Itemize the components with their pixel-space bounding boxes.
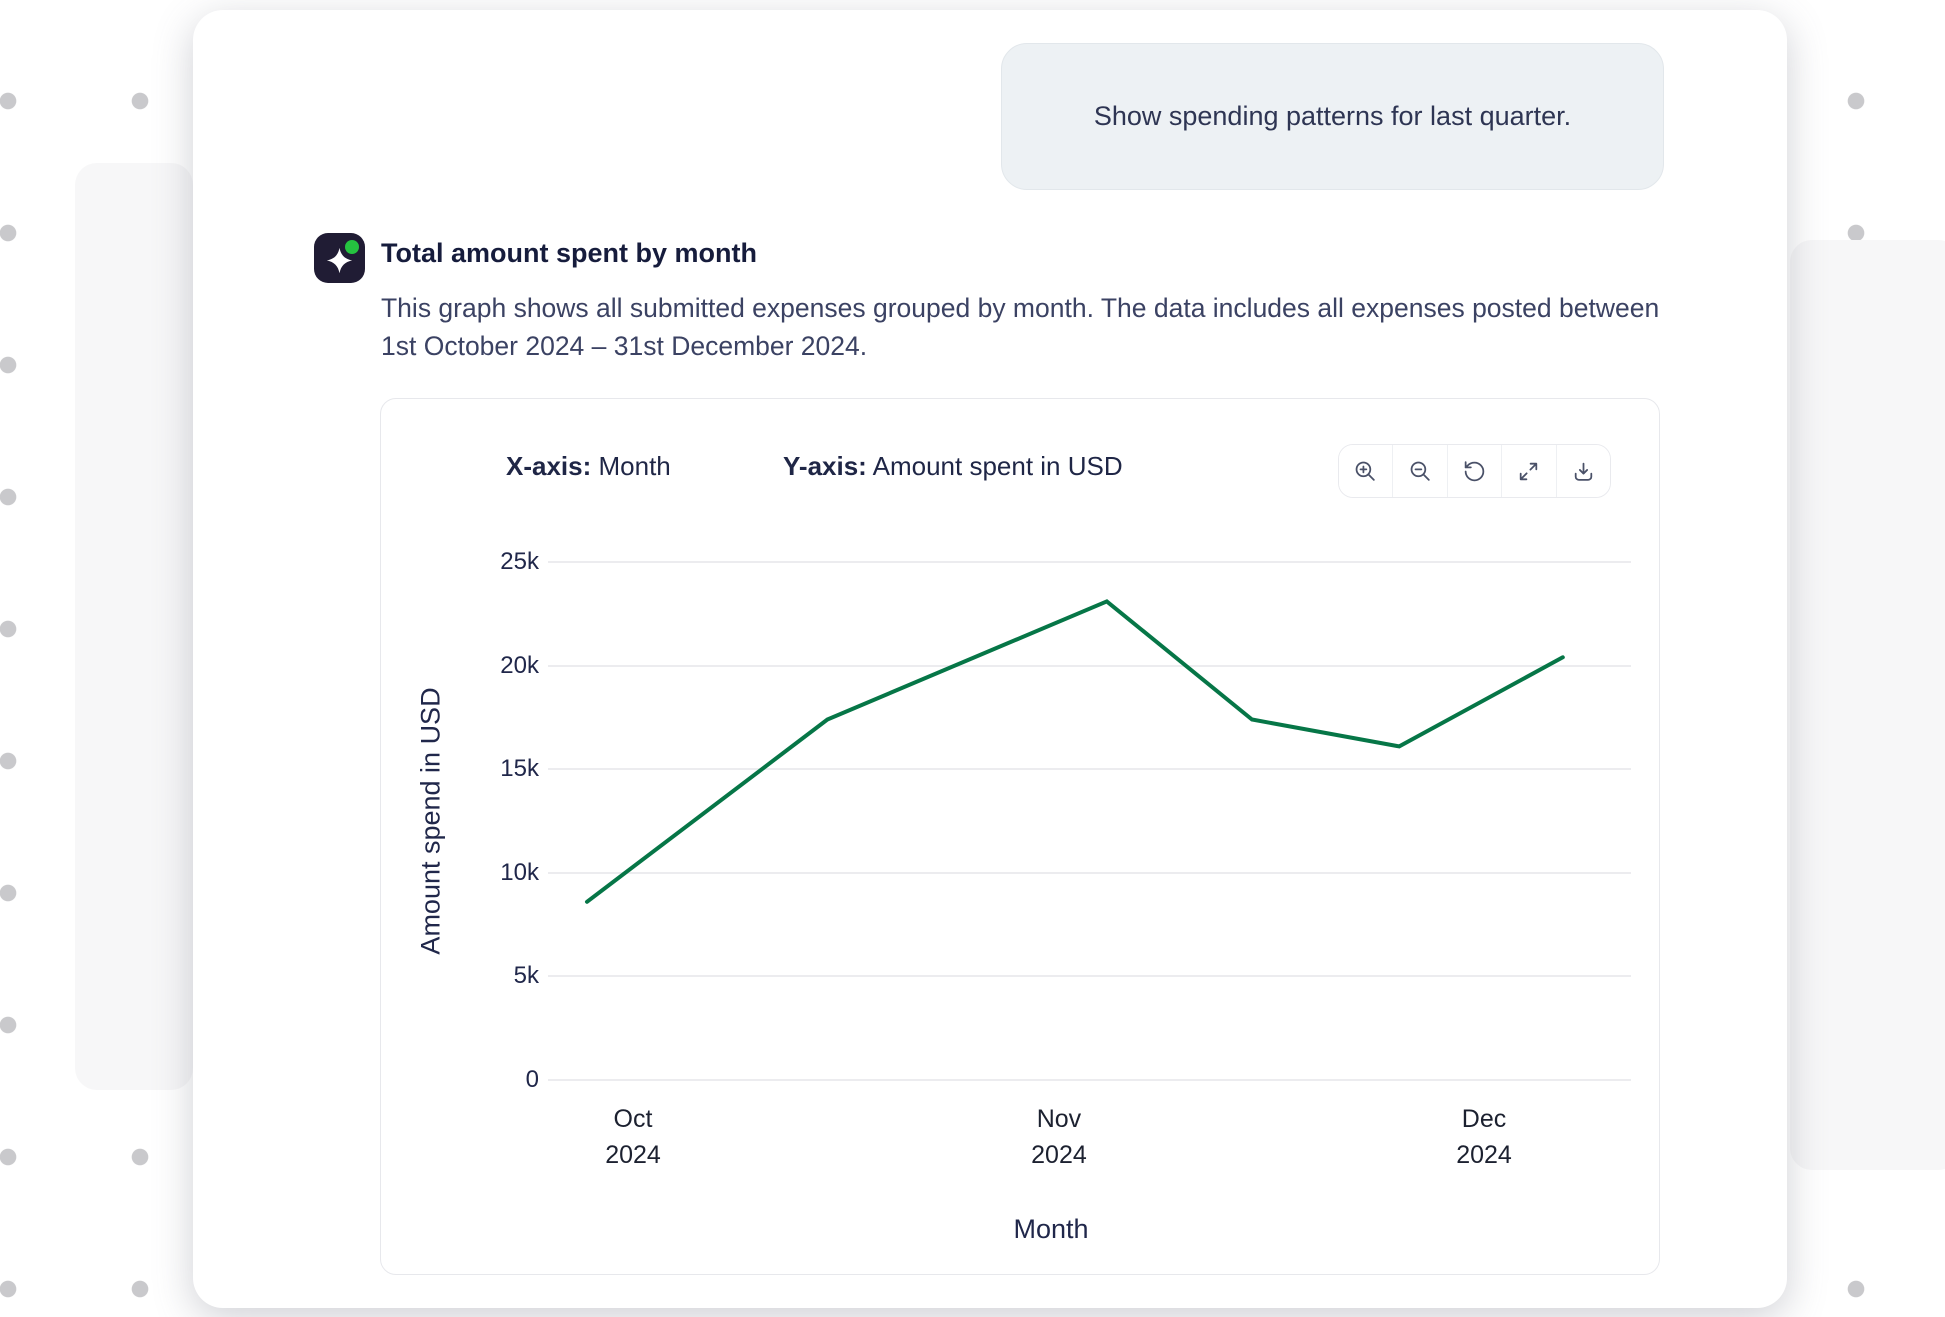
x-tick-label: Oct 2024 xyxy=(605,1105,661,1169)
y-axis-header-prefix: Y-axis: xyxy=(783,451,867,481)
x-axis-header: X-axis: Month xyxy=(506,451,671,482)
user-message-text: Show spending patterns for last quarter. xyxy=(1093,101,1572,131)
user-message-bubble: Show spending patterns for last quarter. xyxy=(1001,43,1664,190)
gridline xyxy=(548,768,1631,771)
download-button[interactable] xyxy=(1556,445,1610,497)
gridline xyxy=(548,1079,1631,1081)
chart-card: X-axis: Month Y-axis: Amount spent in US… xyxy=(380,398,1660,1275)
zoom-out-button[interactable] xyxy=(1393,445,1448,497)
y-axis-header-value: Amount spent in USD xyxy=(872,451,1123,481)
x-axis-header-value: Month xyxy=(598,451,671,481)
chart-toolbar xyxy=(1338,444,1611,498)
assistant-avatar xyxy=(314,233,365,283)
y-tick-label: 20k xyxy=(500,651,539,679)
expand-button[interactable] xyxy=(1502,445,1557,497)
expand-icon xyxy=(1520,462,1538,480)
reset-icon xyxy=(1464,460,1485,481)
y-axis-title: Amount spend in USD xyxy=(415,687,446,955)
x-axis-title: Month xyxy=(1013,1214,1089,1244)
y-tick-label: 5k xyxy=(513,962,539,990)
y-axis-header: Y-axis: Amount spent in USD xyxy=(783,451,1123,482)
gridline xyxy=(548,664,1631,667)
sparkle-icon xyxy=(326,247,353,274)
x-tick-label: Nov 2024 xyxy=(1031,1105,1087,1169)
gridline xyxy=(548,561,1631,563)
status-dot xyxy=(345,240,359,254)
zoom-out-icon xyxy=(1410,461,1430,481)
gridline xyxy=(548,975,1631,978)
download-icon xyxy=(1574,462,1593,481)
background-panel-right xyxy=(1790,240,1945,1170)
y-tick-label: 10k xyxy=(500,858,539,886)
y-tick-label: 15k xyxy=(500,755,539,783)
x-axis-header-prefix: X-axis: xyxy=(506,451,592,481)
x-tick-label: Dec 2024 xyxy=(1456,1105,1512,1169)
zoom-in-icon xyxy=(1355,461,1375,481)
zoom-in-button[interactable] xyxy=(1339,445,1394,497)
reset-zoom-button[interactable] xyxy=(1447,445,1503,497)
chat-window: Show spending patterns for last quarter.… xyxy=(193,10,1787,1308)
background-panel-left xyxy=(75,163,193,1090)
response-title: Total amount spent by month xyxy=(381,238,757,268)
response-description: This graph shows all submitted expenses … xyxy=(381,293,1660,361)
y-tick-label: 0 xyxy=(525,1066,539,1093)
gridline xyxy=(548,871,1631,874)
y-tick-label: 25k xyxy=(500,548,539,575)
